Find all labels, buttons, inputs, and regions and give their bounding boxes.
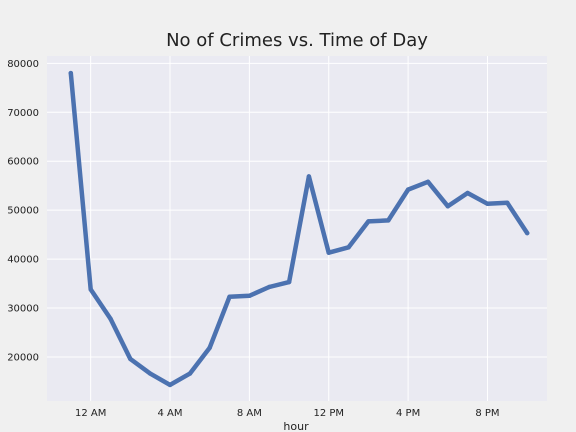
y-tick-label: 40000 — [7, 255, 39, 266]
y-tick-label: 60000 — [7, 157, 39, 168]
data-point — [326, 250, 331, 255]
data-point — [286, 279, 292, 285]
x-tick-label: 4 AM — [158, 408, 183, 419]
data-point — [485, 201, 490, 206]
x-tick-label: 8 AM — [237, 408, 262, 419]
data-point — [306, 174, 312, 179]
data-point — [366, 219, 371, 224]
y-tick-label: 80000 — [7, 59, 39, 70]
data-point — [247, 293, 252, 298]
data-point — [207, 345, 212, 350]
gridlines — [47, 56, 547, 401]
y-tick-label: 30000 — [7, 304, 39, 315]
data-point — [148, 371, 153, 376]
data-point — [267, 284, 272, 290]
data-point — [187, 371, 193, 376]
y-tick-label: 70000 — [7, 108, 39, 119]
series-line — [68, 70, 530, 388]
y-tick-label: 20000 — [7, 352, 39, 363]
data-point — [227, 294, 232, 299]
y-axis: 20000 30000 40000 50000 60000 70000 80000 — [7, 59, 39, 364]
x-tick-label: 12 AM — [75, 408, 106, 419]
data-point — [108, 316, 113, 321]
x-tick-label: 8 PM — [475, 408, 499, 419]
x-axis: 12 AM 4 AM 8 AM 12 PM 4 PM 8 PM — [75, 408, 500, 419]
series-layer — [68, 70, 530, 388]
data-point — [167, 382, 173, 388]
x-tick-label: 12 PM — [313, 408, 344, 419]
x-axis-label: hour — [283, 420, 309, 432]
data-point — [68, 70, 74, 76]
data-point — [465, 190, 470, 196]
data-point — [346, 245, 351, 250]
data-point — [425, 179, 431, 184]
x-tick-label: 4 PM — [396, 408, 420, 419]
data-point — [445, 204, 450, 209]
data-point — [128, 356, 133, 362]
chart-title: No of Crimes vs. Time of Day — [166, 30, 428, 51]
data-point — [405, 187, 411, 192]
data-point — [505, 200, 510, 205]
y-tick-label: 50000 — [7, 206, 39, 217]
data-point — [386, 218, 391, 223]
data-point — [88, 287, 93, 292]
data-point — [525, 230, 530, 236]
